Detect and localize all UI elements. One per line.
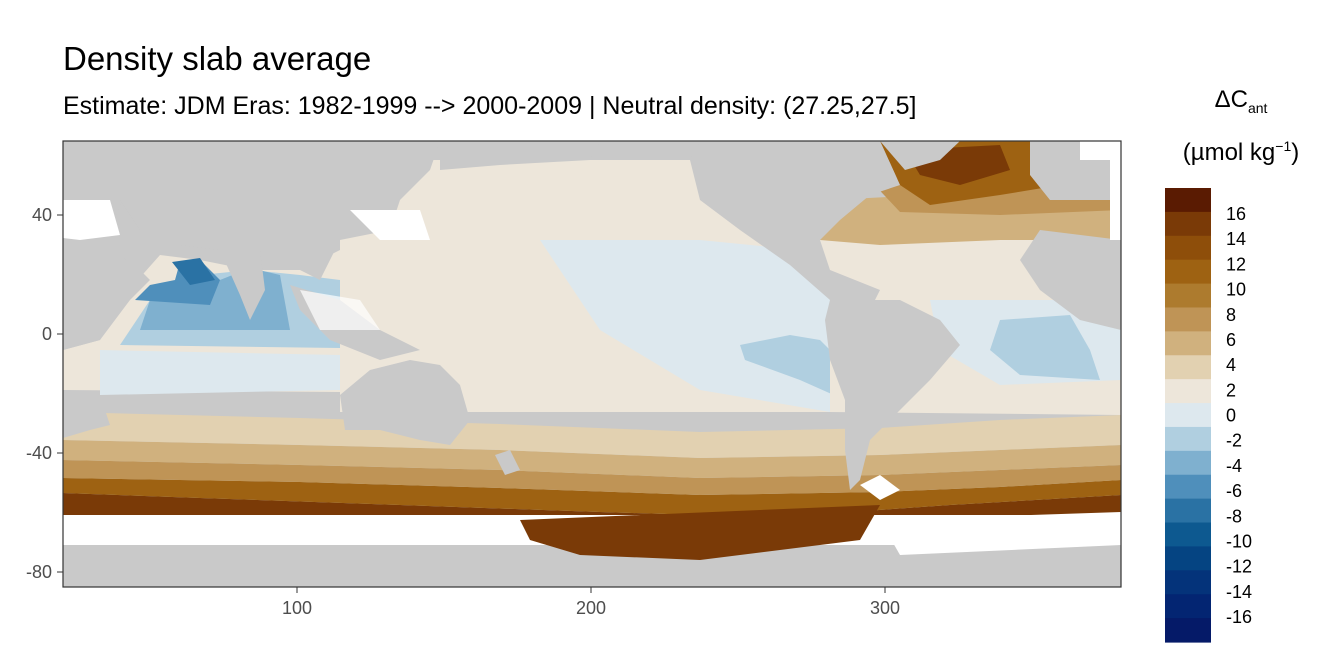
legend-label: -12	[1226, 557, 1252, 577]
land-india	[220, 250, 265, 320]
legend-color-step	[1165, 379, 1211, 404]
legend-title-symbol: ΔCant	[1214, 86, 1268, 116]
missing-red-sea	[63, 200, 120, 240]
legend-color-step	[1165, 235, 1211, 261]
legend-labels: 16 14 12 10 8 6 4 2 0 -2 -4 -6 -8 -10 -12 -14 -16	[1226, 204, 1252, 627]
plot-subtitle: Estimate: JDM Eras: 1982-1999 --> 2000-2…	[63, 92, 917, 120]
x-tick-label-100: 100	[282, 598, 312, 618]
legend-colorbar	[1165, 188, 1211, 643]
legend-label: -16	[1226, 607, 1252, 627]
y-tick-label-neg40: -40	[26, 443, 52, 463]
land-australia	[340, 360, 470, 445]
legend-color-step	[1165, 570, 1211, 595]
missing-arctic-edge	[1080, 141, 1110, 160]
x-axis: 100 200 300	[282, 587, 900, 618]
missing-east-edge	[1110, 141, 1121, 240]
band-14	[63, 493, 1121, 515]
legend-color-step	[1165, 618, 1211, 643]
x-tick-label-300: 300	[870, 598, 900, 618]
legend-color-step	[1165, 307, 1211, 332]
missing-east-asia	[350, 210, 430, 240]
panel-border	[62, 140, 1122, 588]
band-12	[63, 478, 1121, 515]
legend-label: 16	[1226, 204, 1246, 224]
legend-color-step	[1165, 259, 1211, 285]
missing-south-china-sea	[300, 290, 380, 330]
missing-weddell	[880, 512, 1121, 555]
legend-label: 8	[1226, 305, 1236, 325]
land-siberia	[440, 141, 600, 170]
legend-label: -10	[1226, 531, 1252, 551]
legend-color-step	[1165, 498, 1211, 524]
legend-label: 4	[1226, 355, 1236, 375]
legend-label: 6	[1226, 330, 1236, 350]
arabian-sea-neg10	[172, 258, 215, 285]
legend-label: 14	[1226, 229, 1246, 249]
y-tick-label-neg80: -80	[26, 562, 52, 582]
legend-label: -8	[1226, 506, 1242, 526]
legend-color-step	[1165, 331, 1211, 356]
legend-color-step	[1165, 594, 1211, 619]
legend-color-step	[1165, 211, 1211, 237]
band-8	[63, 460, 1121, 495]
amundsen-14	[520, 505, 880, 560]
atlantic-ocean-neg4	[990, 315, 1100, 380]
land-asia	[120, 141, 440, 280]
indian-ocean-neg2	[100, 350, 340, 395]
legend-label: -2	[1226, 431, 1242, 451]
legend-color-step	[1165, 403, 1211, 428]
land-africa-east	[63, 250, 150, 350]
y-tick-label-40: 40	[32, 205, 52, 225]
legend-color-step	[1165, 474, 1211, 500]
legend-label: 2	[1226, 380, 1236, 400]
legend-label: 10	[1226, 280, 1246, 300]
land-africa-south	[63, 390, 110, 438]
y-tick-label-0: 0	[42, 324, 52, 344]
map-panel	[63, 141, 1121, 587]
legend-color-step	[1165, 283, 1211, 309]
land-africa-west	[1020, 230, 1121, 330]
land-new-zealand	[495, 450, 520, 475]
legend-color-step	[1165, 546, 1211, 571]
plot-title: Density slab average	[63, 40, 372, 77]
legend-label: -6	[1226, 481, 1242, 501]
land-north-america	[690, 141, 900, 310]
legend-color-step	[1165, 188, 1211, 213]
pacific-ocean-neg4	[740, 335, 850, 400]
legend-color-step	[1165, 450, 1211, 476]
land-greenland	[880, 141, 960, 170]
legend-label: -4	[1226, 456, 1242, 476]
legend-label: 0	[1226, 406, 1236, 426]
legend-label: 12	[1226, 254, 1246, 274]
x-tick-label-200: 200	[576, 598, 606, 618]
legend-color-step	[1165, 522, 1211, 548]
y-axis: 40 0 -40 -80	[26, 205, 63, 582]
legend-label: -14	[1226, 582, 1252, 602]
legend-color-step	[1165, 426, 1211, 452]
missing-drake	[860, 475, 900, 500]
land-south-america	[825, 300, 960, 490]
legend-color-step	[1165, 355, 1211, 380]
legend-title-unit: (µmol kg−1)	[1182, 138, 1300, 166]
